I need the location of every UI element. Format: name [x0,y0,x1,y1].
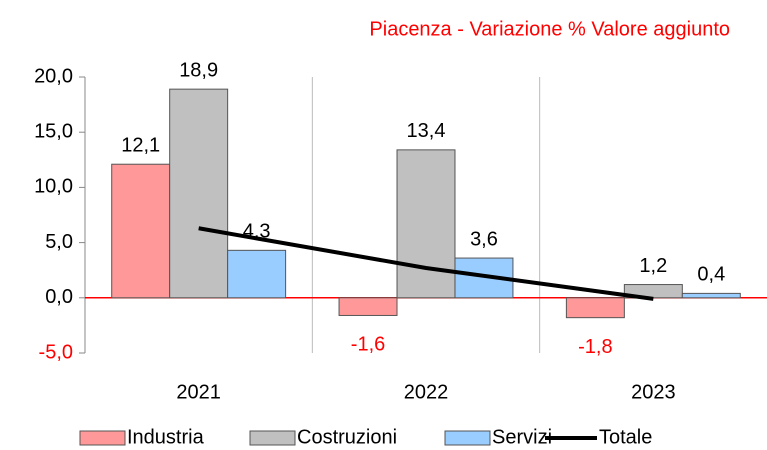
bar [396,149,456,299]
x-tick-label: 2023 [631,381,676,403]
chart-title: Piacenza - Variazione % Valore aggiunto [369,18,730,40]
data-label: 12,1 [121,134,160,156]
legend-label: Servizi [492,426,552,448]
bar [227,249,287,299]
legend-label: Costruzioni [297,426,397,448]
data-label: 1,2 [639,255,667,277]
y-tick-label: 10,0 [34,176,73,198]
data-label: -1,8 [578,336,612,358]
y-tick-label: 15,0 [34,120,73,142]
legend-swatch [79,430,126,446]
y-tick-label: 5,0 [45,231,73,253]
data-label: 18,9 [179,59,218,81]
legend-label: Totale [599,426,652,448]
y-tick-label: -5,0 [39,341,73,363]
legend-label: Industria [127,426,205,448]
bar [565,297,625,319]
data-label: 0,4 [697,264,725,286]
legend-swatch [444,430,491,446]
line [198,226,654,301]
y-tick-label: 20,0 [34,65,73,87]
bar [681,292,741,299]
data-label: 13,4 [407,120,446,142]
bar [111,163,171,299]
bar [169,88,229,299]
legend-swatch [249,430,296,446]
data-label: 3,6 [470,228,498,250]
data-label: -1,6 [351,334,385,356]
bar [338,297,398,316]
x-tick-label: 2021 [176,381,221,403]
x-tick-label: 2022 [404,381,449,403]
y-tick-label: 0,0 [45,286,73,308]
